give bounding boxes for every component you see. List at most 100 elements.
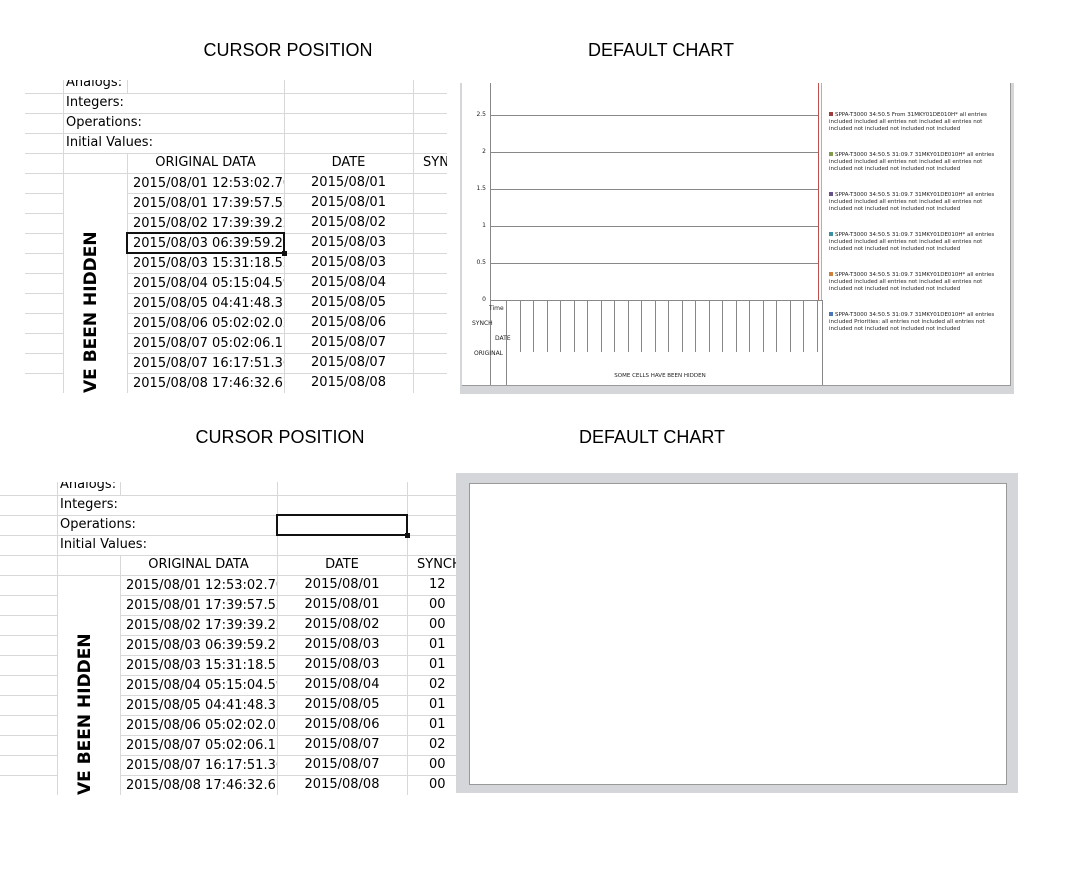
date-cell[interactable]: 2015/08/02 bbox=[304, 617, 380, 632]
synch-cell[interactable]: 01 bbox=[429, 637, 446, 652]
original-data-cell[interactable]: 2015/08/03 15:31:18.520 bbox=[126, 658, 277, 673]
date-cell[interactable]: 2015/08/01 bbox=[304, 577, 380, 592]
header-synch[interactable]: SYN bbox=[423, 155, 447, 170]
synch-cell[interactable]: 02 bbox=[429, 737, 446, 752]
top-spreadsheet[interactable]: Analogs: Integers: Operations: Initial Valu… bbox=[25, 80, 447, 393]
synch-cell[interactable]: 01 bbox=[429, 717, 446, 732]
original-data-cell[interactable]: 2015/08/03 15:31:18.520 bbox=[133, 256, 284, 271]
date-cell[interactable]: 2015/08/03 bbox=[311, 235, 386, 250]
date-cell[interactable]: 2015/08/08 bbox=[311, 375, 386, 390]
header-synch[interactable]: SYNCH bbox=[417, 557, 456, 572]
original-data-cell[interactable]: 2015/08/01 17:39:57.520 bbox=[133, 196, 284, 211]
date-cell[interactable]: 2015/08/05 bbox=[304, 697, 380, 712]
original-data-cell[interactable]: 2015/08/01 12:53:02.700 bbox=[133, 176, 284, 191]
date-cell[interactable]: 2015/08/07 bbox=[311, 335, 386, 350]
selected-cell-cursor[interactable] bbox=[126, 232, 285, 254]
bottom-spreadsheet[interactable]: Analogs: Integers: Operations: Initial Valu… bbox=[0, 482, 456, 795]
y-tick-label: 1.5 bbox=[476, 185, 486, 192]
row-label-cell[interactable]: Analogs: bbox=[66, 80, 123, 90]
date-cell[interactable]: 2015/08/01 bbox=[311, 195, 386, 210]
legend-label: SPPA-T3000 34:50.5 31:09.7 31MKY01DE010H… bbox=[829, 272, 995, 292]
header-date[interactable]: DATE bbox=[331, 155, 366, 170]
col-gridline bbox=[277, 482, 278, 795]
synch-cell[interactable]: 01 bbox=[429, 657, 446, 672]
date-cell[interactable]: 2015/08/07 bbox=[304, 737, 380, 752]
original-data-cell[interactable]: 2015/08/04 05:15:04.593 bbox=[126, 678, 277, 693]
original-data-cell[interactable]: 2015/08/02 17:39:39.225 bbox=[126, 618, 277, 633]
original-data-cell[interactable]: 2015/08/08 17:46:32.678 bbox=[133, 376, 284, 391]
date-cell[interactable]: 2015/08/02 bbox=[311, 215, 386, 230]
synch-cell[interactable]: 00 bbox=[429, 597, 446, 612]
original-data-cell[interactable]: 2015/08/06 05:02:02.023 bbox=[133, 316, 284, 331]
date-cell[interactable]: 2015/08/05 bbox=[311, 295, 386, 310]
row-label-cell[interactable]: Operations: bbox=[66, 115, 142, 130]
col-gridline bbox=[407, 482, 408, 795]
gridline bbox=[490, 263, 818, 264]
row-label-cell[interactable]: Initial Values: bbox=[60, 537, 147, 552]
data-table-column-line bbox=[560, 300, 561, 352]
original-data-cell[interactable]: 2015/08/02 17:39:39.225 bbox=[133, 216, 284, 231]
row-label-cell[interactable]: Integers: bbox=[60, 497, 118, 512]
date-cell[interactable]: 2015/08/03 bbox=[304, 637, 380, 652]
legend-item[interactable]: SPPA-T3000 34:50.5 31:09.7 31MKY01DE010H… bbox=[829, 272, 999, 293]
date-cell[interactable]: 2015/08/03 bbox=[304, 657, 380, 672]
synch-cell[interactable]: 00 bbox=[429, 757, 446, 772]
date-cell[interactable]: 2015/08/03 bbox=[311, 255, 386, 270]
original-data-cell[interactable]: 2015/08/03 06:39:59.277 bbox=[133, 236, 284, 251]
synch-cell[interactable]: 00 bbox=[429, 777, 446, 792]
row-label-cell[interactable]: Initial Values: bbox=[66, 135, 153, 150]
top-chart-frame[interactable] bbox=[460, 83, 1014, 394]
synch-cell[interactable]: 12 bbox=[429, 577, 446, 592]
date-cell[interactable]: 2015/08/07 bbox=[304, 757, 380, 772]
row-label-cell[interactable]: Analogs: bbox=[60, 482, 117, 492]
row-gridline bbox=[0, 735, 456, 736]
date-cell[interactable]: 2015/08/01 bbox=[311, 175, 386, 190]
legend-item[interactable]: SPPA-T3000 34:50.5 31:09.7 31MKY01DE010H… bbox=[829, 152, 999, 173]
legend-item[interactable]: SPPA-T3000 34:50.5 From 31MKY01DE010H* a… bbox=[829, 112, 999, 133]
original-data-cell[interactable]: 2015/08/06 05:02:02.023 bbox=[126, 718, 277, 733]
col-gridline bbox=[120, 482, 121, 495]
legend-item[interactable]: SPPA-T3000 34:50.5 31:09.7 31MKY01DE010H… bbox=[829, 312, 999, 333]
original-data-cell[interactable]: 2015/08/03 06:39:59.277 bbox=[126, 638, 277, 653]
fill-handle[interactable] bbox=[282, 251, 287, 256]
synch-cell[interactable]: 00 bbox=[429, 617, 446, 632]
fill-handle[interactable] bbox=[405, 533, 410, 538]
date-cell[interactable]: 2015/08/06 bbox=[304, 717, 380, 732]
legend-item[interactable]: SPPA-T3000 34:50.5 31:09.7 31MKY01DE010H… bbox=[829, 192, 999, 213]
date-cell[interactable]: 2015/08/06 bbox=[311, 315, 386, 330]
date-cell[interactable]: 2015/08/04 bbox=[304, 677, 380, 692]
selected-cell-cursor[interactable] bbox=[276, 514, 408, 536]
original-data-cell[interactable]: 2015/08/05 04:41:48.311 bbox=[133, 296, 284, 311]
original-data-cell[interactable]: 2015/08/01 12:53:02.700 bbox=[126, 578, 277, 593]
bottom-chart-area[interactable] bbox=[469, 483, 1007, 785]
header-date[interactable]: DATE bbox=[325, 557, 359, 572]
data-table-row-label: DATE bbox=[495, 335, 511, 342]
row-gridline bbox=[0, 755, 456, 756]
date-cell[interactable]: 2015/08/01 bbox=[304, 597, 380, 612]
row-label-cell[interactable]: Operations: bbox=[60, 517, 136, 532]
header-original[interactable]: ORIGINAL DATA bbox=[148, 557, 249, 572]
date-cell[interactable]: 2015/08/07 bbox=[311, 355, 386, 370]
original-data-cell[interactable]: 2015/08/07 05:02:06.118 bbox=[133, 336, 284, 351]
original-data-cell[interactable]: 2015/08/07 16:17:51.368 bbox=[133, 356, 284, 371]
date-cell[interactable]: 2015/08/04 bbox=[311, 275, 386, 290]
data-table-column-line bbox=[573, 300, 575, 352]
date-cell[interactable]: 2015/08/08 bbox=[304, 777, 380, 792]
header-original[interactable]: ORIGINAL DATA bbox=[155, 155, 256, 170]
bottom-default-chart-title: DEFAULT CHART bbox=[578, 427, 726, 447]
col-gridline bbox=[120, 555, 121, 795]
y-tick-label: 1 bbox=[482, 222, 486, 229]
original-data-cell[interactable]: 2015/08/05 04:41:48.311 bbox=[126, 698, 277, 713]
original-data-cell[interactable]: 2015/08/04 05:15:04.593 bbox=[133, 276, 284, 291]
bottom-chart-frame[interactable] bbox=[456, 473, 1018, 793]
row-label-cell[interactable]: Integers: bbox=[66, 95, 124, 110]
synch-cell[interactable]: 01 bbox=[429, 697, 446, 712]
legend-label: SPPA-T3000 34:50.5 31:09.7 31MKY01DE010H… bbox=[829, 232, 995, 252]
original-data-cell[interactable]: 2015/08/08 17:46:32.678 bbox=[126, 778, 277, 793]
data-table-column-line bbox=[587, 300, 588, 352]
original-data-cell[interactable]: 2015/08/07 05:02:06.118 bbox=[126, 738, 277, 753]
legend-item[interactable]: SPPA-T3000 34:50.5 31:09.7 31MKY01DE010H… bbox=[829, 232, 999, 253]
original-data-cell[interactable]: 2015/08/01 17:39:57.520 bbox=[126, 598, 277, 613]
original-data-cell[interactable]: 2015/08/07 16:17:51.368 bbox=[126, 758, 277, 773]
synch-cell[interactable]: 02 bbox=[429, 677, 446, 692]
